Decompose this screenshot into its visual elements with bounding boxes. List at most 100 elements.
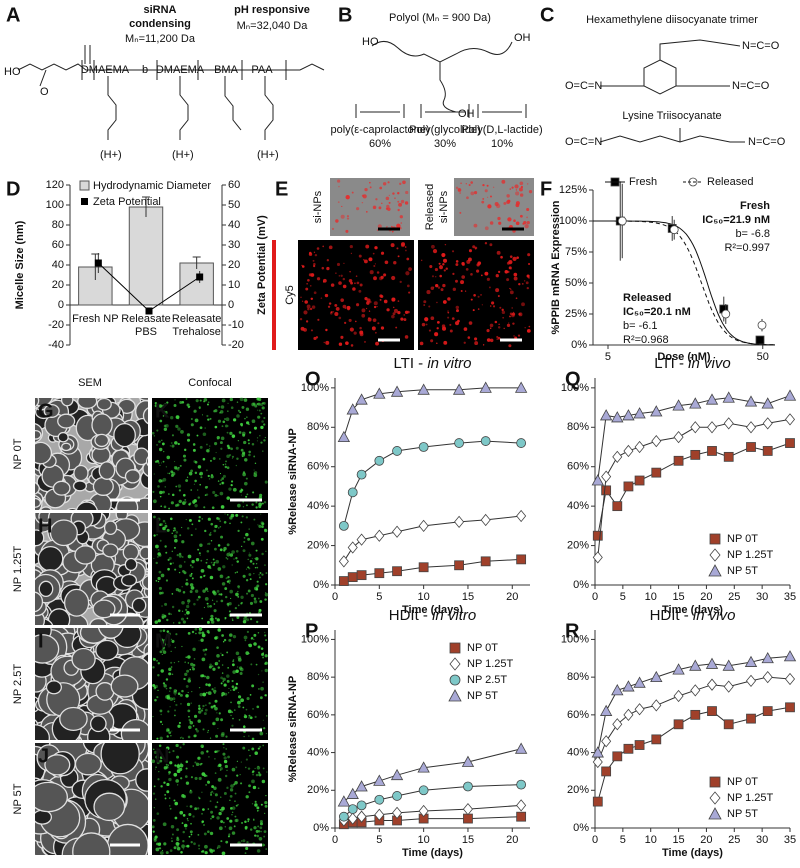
confocal-signal [168,507,171,510]
confocal-signal [231,550,235,554]
confocal-signal [192,448,196,452]
confocal-signal [198,640,200,642]
confocal-signal [174,801,179,806]
confocal-signal [208,665,212,669]
confocal-signal [167,472,169,474]
confocal-signal [189,590,193,594]
cell-signal [423,300,427,304]
confocal-signal [169,849,173,853]
cell-signal [374,263,376,265]
confocal-signal [204,529,207,533]
confocal-signal [257,397,262,402]
data-point [592,755,603,769]
pore [139,546,148,560]
label: condensing [129,18,191,30]
cell-signal [377,224,382,229]
ring [643,59,677,95]
y-tick-label: 20% [567,539,589,551]
confocal-signal [242,472,246,477]
cell-signal [498,323,500,326]
confocal-signal [171,593,174,595]
cell-signal [326,266,330,271]
cell-signal [404,335,409,339]
confocal-signal [264,480,268,484]
confocal-signal [216,750,219,753]
confocal-signal [182,743,185,746]
cell-signal [400,222,403,224]
data-point [721,309,731,319]
confocal-signal [247,537,251,541]
confocal-signal [164,794,166,796]
pore [73,464,89,482]
data-point [744,655,758,667]
cell-signal [474,341,479,346]
confocal-signal [169,686,172,690]
cell-signal [379,186,383,190]
data-point [623,743,634,754]
cell-signal [481,200,485,204]
cell-signal [405,249,407,252]
cell-signal [473,293,476,297]
confocal-signal [183,494,186,497]
confocal-signal [193,842,196,846]
confocal-signal [173,403,177,407]
chart-title: LTI - in vivo [654,355,730,372]
confocal-signal [246,592,249,595]
confocal-signal [196,807,200,810]
cell-signal [524,327,526,329]
data-point [463,781,473,792]
confocal-signal [255,587,259,591]
confocal-signal [220,575,222,577]
cell-signal [508,344,512,348]
confocal-signal [162,519,166,523]
x-tick-label: 15 [672,834,684,846]
label: O=C=N [565,136,602,148]
confocal-signal [220,405,225,409]
data-point [356,469,367,480]
cell-signal [501,310,506,315]
confocal-signal [257,787,260,790]
confocal-signal [190,702,192,704]
confocal-signal [182,501,186,505]
confocal-signal [153,785,156,788]
pore [35,482,40,495]
data-point [612,718,623,731]
confocal-signal [211,815,215,819]
cell-signal [486,277,490,281]
confocal-signal [248,567,251,570]
data-point [591,746,604,758]
confocal-signal [232,619,234,621]
confocal-signal [196,598,199,601]
confocal-signal [207,517,211,521]
y-tick-label: 40% [307,500,329,512]
confocal-signal [187,655,191,659]
title-part: LTI - [393,355,427,372]
cell-signal [447,316,450,319]
confocal-signal [220,436,225,441]
confocal-signal [162,410,166,413]
data-point [462,803,473,816]
confocal-signal [219,574,224,579]
confocal-signal [230,701,232,704]
confocal-signal [230,480,234,483]
confocal-signal [209,459,213,462]
confocal-signal [240,521,243,524]
cell-signal [377,322,380,325]
cell-signal [350,344,354,347]
confocal-signal [156,659,158,662]
data-point [785,438,795,448]
confocal-signal [186,844,190,848]
cell-signal [399,182,402,186]
cell-signal [496,335,499,338]
confocal-signal [173,546,176,549]
confocal-signal [228,833,231,836]
confocal-signal [230,406,234,409]
panel-label: E [275,178,288,200]
confocal-signal [248,573,252,576]
panel-label: Q [565,368,581,390]
confocal-signal [257,673,260,676]
confocal-signal [245,407,250,411]
confocal-signal [186,610,190,615]
data-point [761,651,774,664]
confocal-signal [198,707,201,710]
